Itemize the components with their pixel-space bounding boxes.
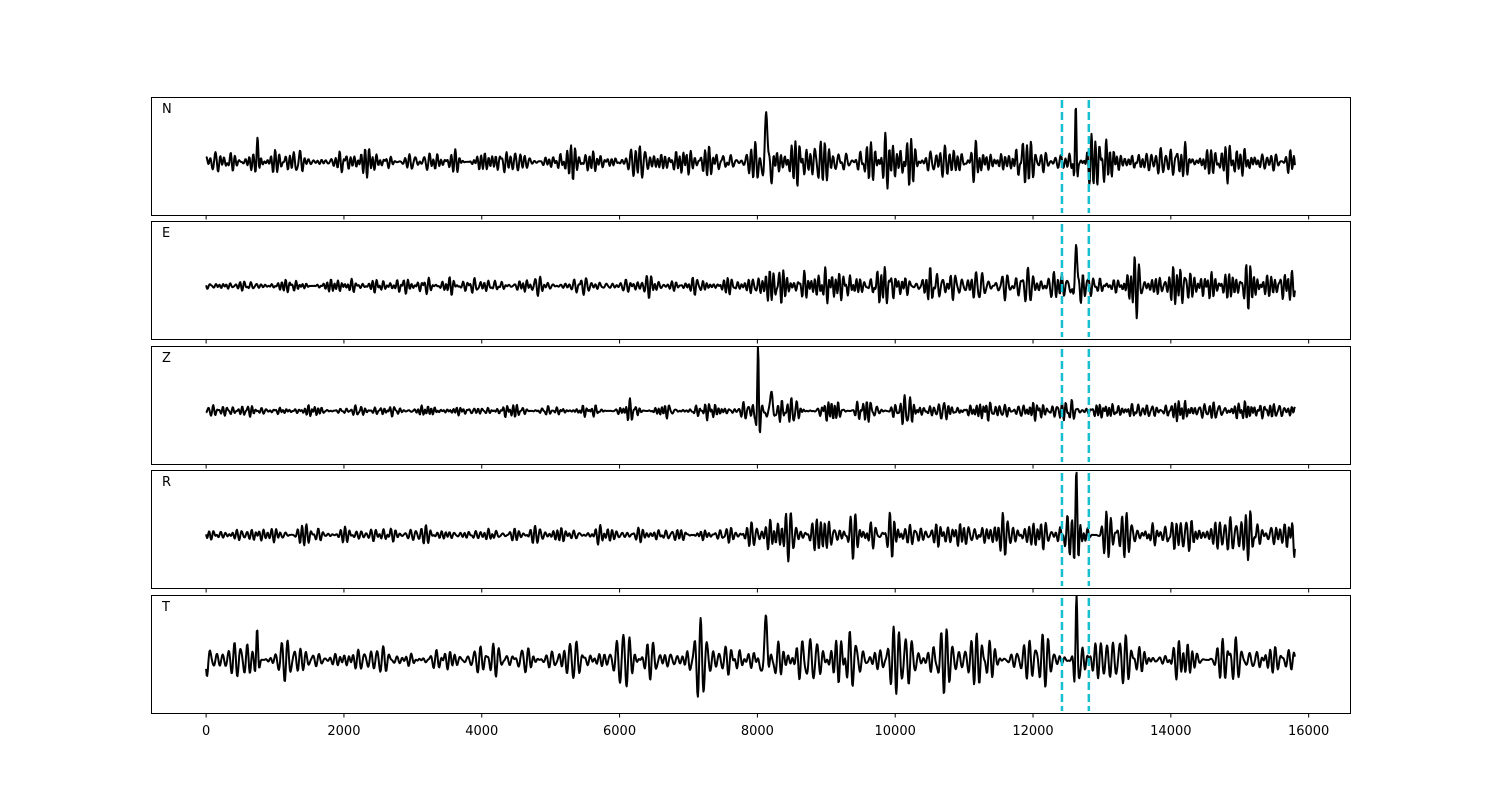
panel-frame bbox=[151, 470, 1351, 589]
panel-frame bbox=[151, 346, 1351, 465]
x-tick-label: 0 bbox=[202, 724, 210, 739]
x-tick-label: 6000 bbox=[603, 724, 636, 739]
x-axis: 0 2000 4000 6000 8000 10000 12000 14000 16000 bbox=[202, 724, 1329, 739]
panel-frame bbox=[151, 221, 1351, 340]
panel-label-n: N bbox=[162, 102, 172, 117]
trace-panel-t: T bbox=[151, 595, 1351, 718]
panel-frame bbox=[151, 97, 1351, 216]
panel-label-r: R bbox=[162, 475, 171, 490]
x-tick-label: 2000 bbox=[327, 724, 360, 739]
panel-label-t: T bbox=[161, 600, 170, 615]
trace-panel-z: Z bbox=[151, 346, 1351, 469]
seismic-trace-r bbox=[205, 471, 1296, 563]
panel-frame bbox=[151, 595, 1351, 714]
panels-group: N E Z R T bbox=[151, 97, 1351, 718]
panel-label-z: Z bbox=[162, 351, 171, 366]
trace-panel-n: N bbox=[151, 97, 1351, 220]
x-tick-label: 14000 bbox=[1150, 724, 1191, 739]
trace-panel-e: E bbox=[151, 221, 1351, 344]
seismic-trace-n bbox=[205, 107, 1296, 190]
seismic-trace-t bbox=[205, 596, 1296, 698]
x-tick-label: 10000 bbox=[875, 724, 916, 739]
x-tick-label: 12000 bbox=[1012, 724, 1053, 739]
x-tick-label: 16000 bbox=[1288, 724, 1329, 739]
x-tick-label: 4000 bbox=[465, 724, 498, 739]
x-tick-label: 8000 bbox=[741, 724, 774, 739]
panel-label-e: E bbox=[162, 226, 170, 241]
seismic-trace-e bbox=[205, 244, 1296, 320]
trace-panel-r: R bbox=[151, 470, 1351, 593]
seismic-trace-z bbox=[205, 347, 1296, 434]
